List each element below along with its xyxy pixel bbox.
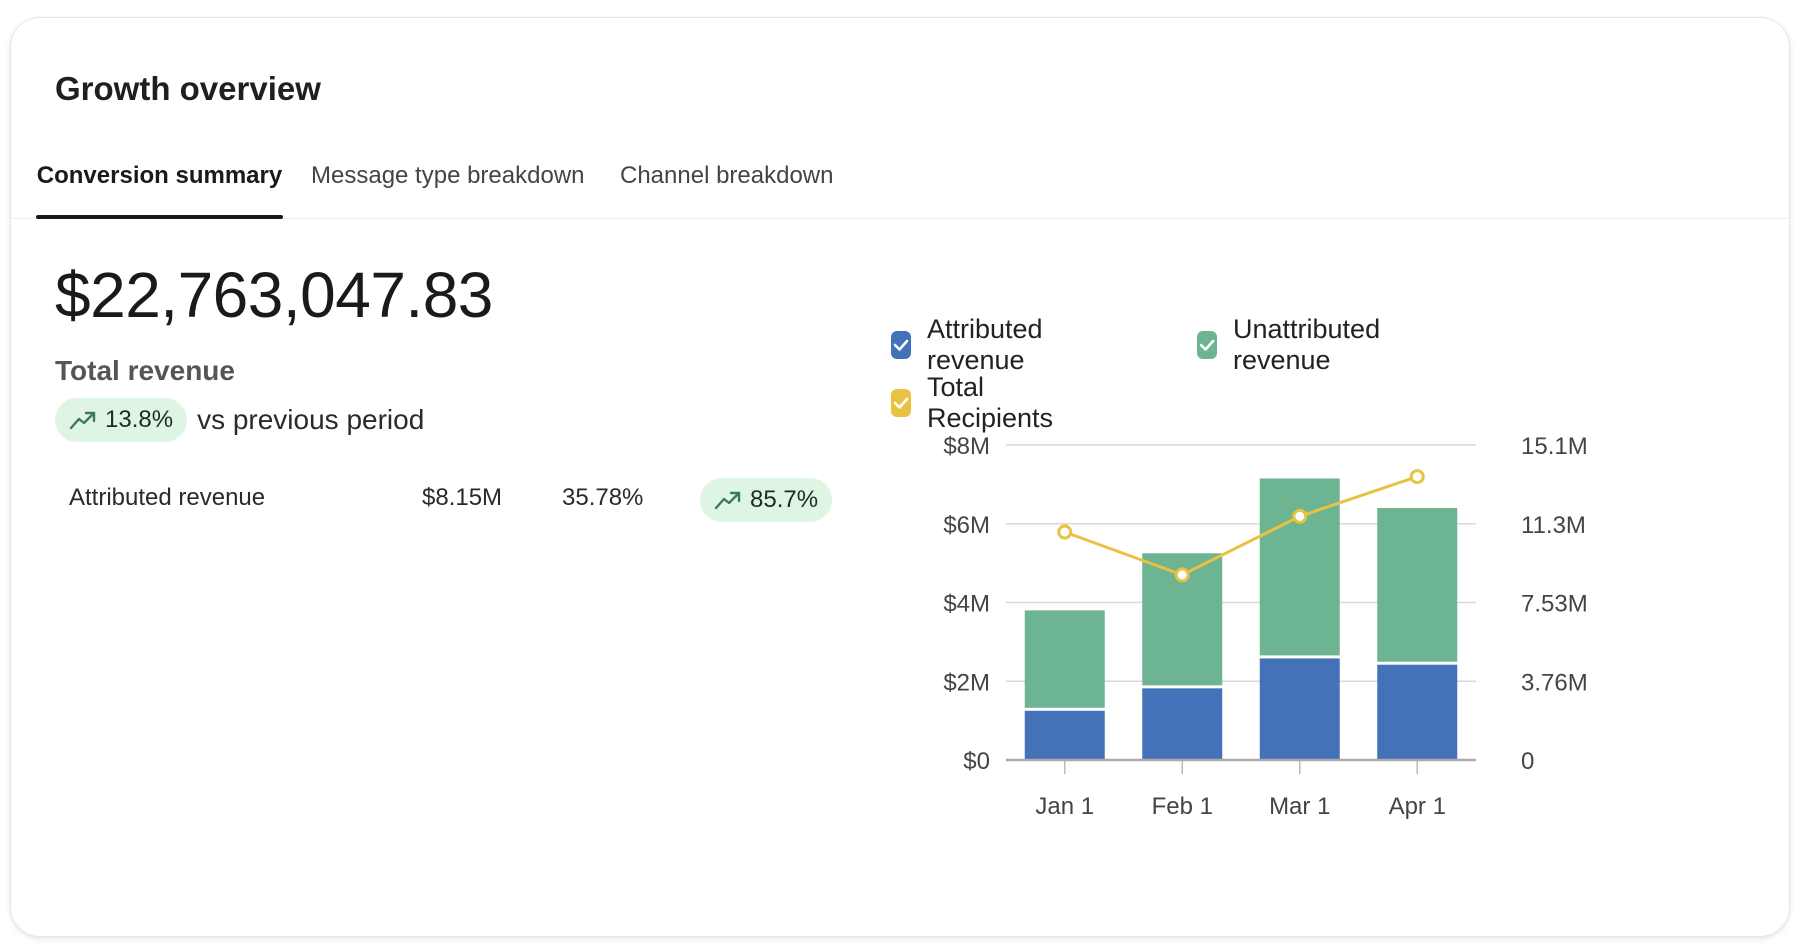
y-right-tick-label: 15.1M [1521,433,1588,460]
change-percent: 13.8% [105,406,174,433]
y-left-tick-label: $0 [963,748,990,775]
bar-attributed-revenue [1024,710,1105,760]
line-total-recipients [1064,475,1418,577]
bar-attributed-revenue [1259,658,1340,760]
bar-unattributed-revenue [1377,508,1458,662]
card-title: Growth overview [55,70,321,107]
legend-label: Total Recipients [927,372,1054,433]
tab-conversion-summary[interactable]: Conversion summary [36,143,283,219]
y-left-tick-label: $2M [943,669,990,696]
bar-unattributed-revenue [1024,610,1105,708]
change-row: 13.8% vs previous period [55,398,424,442]
x-tick-label: Jan 1 [1035,793,1094,820]
bar-unattributed-revenue [1259,478,1340,656]
tab-bar: Conversion summary Message type breakdow… [11,143,1789,219]
trending-up-icon [714,491,741,510]
total-revenue-value: $22,763,047.83 [55,259,493,331]
y-right-tick-label: 7.53M [1521,591,1588,618]
row-value: $8.15M [422,484,503,511]
row-change-percent: 85.7% [750,486,819,513]
point-total-recipients [1174,567,1190,583]
row-label: Attributed revenue [69,484,266,511]
x-tick-label: Mar 1 [1269,793,1330,820]
x-tick-label: Feb 1 [1152,793,1213,820]
y-left-tick-label: $4M [943,591,990,618]
point-total-recipients [1057,524,1073,540]
legend-total-recipients[interactable]: Total Recipients [891,372,1061,434]
checkbox-checked-icon [891,389,911,417]
point-total-recipients [1292,508,1308,524]
bar-attributed-revenue [1377,664,1458,760]
change-caption: vs previous period [197,404,425,435]
bar-attributed-revenue [1142,688,1223,760]
row-change-badge: 85.7% [700,478,833,522]
growth-overview-card: Growth overview Conversion summary Messa… [10,17,1790,937]
legend-label: Unattributed revenue [1233,314,1381,375]
trending-up-icon [69,411,96,430]
checkbox-checked-icon [1197,331,1217,359]
y-right-tick-label: 0 [1521,748,1534,775]
tab-channel-breakdown[interactable]: Channel breakdown [620,162,834,189]
tab-message-type-breakdown[interactable]: Message type breakdown [311,162,585,189]
legend-attributed-revenue[interactable]: Attributed revenue [891,314,1051,376]
legend-unattributed-revenue[interactable]: Unattributed revenue [1197,314,1388,376]
y-left-tick-label: $6M [943,512,990,539]
row-share: 35.78% [562,484,644,511]
change-badge: 13.8% [55,398,188,442]
checkbox-checked-icon [891,331,911,359]
y-left-tick-label: $8M [943,433,990,460]
total-revenue-label: Total revenue [55,355,235,386]
legend-label: Attributed revenue [927,314,1043,375]
chart-plot: $0 0 $2M 3.76M $4M 7.53M $6M 11.3M $8M 15.1M Jan 1… [943,433,1588,820]
y-right-tick-label: 11.3M [1521,512,1586,539]
x-tick-label: Apr 1 [1389,793,1446,820]
point-total-recipients [1409,469,1425,485]
y-right-tick-label: 3.76M [1521,669,1588,696]
